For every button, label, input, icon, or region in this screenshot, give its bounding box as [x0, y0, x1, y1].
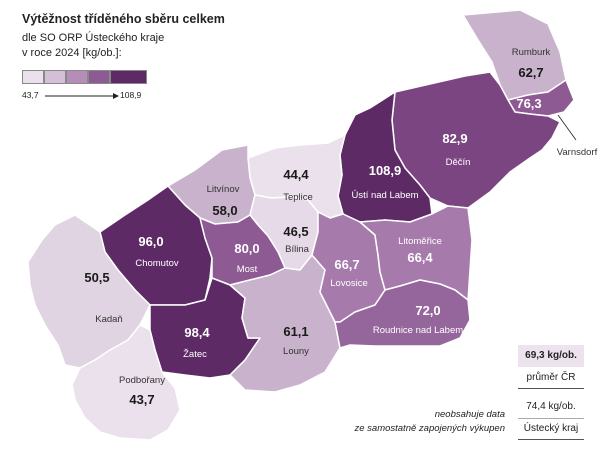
region-value-zatec: 98,4 [184, 325, 210, 340]
note-line-2: ze samostatně zapojených výkupen [354, 423, 505, 434]
legend-swatch [88, 70, 110, 84]
region-name-podborany: Podbořany [119, 375, 165, 386]
legend-arrow [45, 93, 119, 99]
cr-average-value: 69,3 kg/ob. [518, 345, 584, 367]
legend-max-label: 108,9 [120, 90, 142, 100]
region-value-litomerice: 66,4 [407, 250, 433, 265]
region-value-louny: 61,1 [283, 324, 308, 339]
region-louny[interactable] [229, 254, 341, 393]
legend-swatch [44, 70, 66, 84]
legend-swatch [110, 70, 147, 84]
varnsdorf-leader-line [557, 114, 577, 141]
kraj-average-value: 74,4 kg/ob. [518, 396, 584, 419]
region-name-lovosice: Lovosice [330, 278, 368, 289]
cr-average-label: průměr ČR [518, 368, 584, 389]
map-subtitle-year: v roce 2024 [kg/ob.]: [22, 47, 122, 59]
region-name-zatec: Žatec [183, 349, 207, 360]
legend-swatch [66, 70, 88, 84]
region-name-litvinov: Litvínov [207, 184, 240, 195]
region-name-kadan: Kadaň [95, 314, 122, 325]
region-value-podborany: 43,7 [129, 392, 154, 407]
region-value-bilina: 46,5 [283, 224, 308, 239]
region-roudnice[interactable] [334, 279, 471, 349]
region-value-most: 80,0 [234, 241, 259, 256]
region-value-decin: 82,9 [442, 131, 467, 146]
region-name-decin: Děčín [446, 157, 471, 168]
region-value-usti: 108,9 [369, 163, 402, 178]
kraj-average-label: Ústecký kraj [518, 419, 584, 440]
map-title: Výtěžnost tříděného sběru celkem [22, 12, 225, 26]
legend-swatch [22, 70, 44, 84]
region-name-varnsdorf: Varnsdorf [557, 147, 598, 158]
region-value-teplice: 44,4 [283, 167, 309, 182]
map-subtitle: dle SO ORP Ústeckého kraje [22, 32, 165, 44]
region-name-teplice: Teplice [283, 192, 313, 203]
region-name-chomutov: Chomutov [135, 258, 179, 269]
note-line-1: neobsahuje data [434, 409, 505, 420]
region-name-rumburk: Rumburk [512, 47, 551, 58]
region-value-kadan: 50,5 [84, 270, 109, 285]
region-name-litomerice: Litoměřice [398, 236, 442, 247]
legend-min-label: 43,7 [22, 90, 39, 100]
region-value-litvinov: 58,0 [212, 203, 237, 218]
region-value-rumburk: 62,7 [518, 65, 543, 80]
region-value-lovosice: 66,7 [334, 257, 359, 272]
region-value-roudnice: 72,0 [415, 303, 440, 318]
region-name-most: Most [237, 264, 258, 275]
region-name-bilina: Bílina [285, 244, 309, 255]
region-name-roudnice: Roudnice nad Labem [373, 325, 463, 336]
data-note: neobsahuje data ze samostatně zapojených… [330, 408, 505, 436]
region-value-chomutov: 96,0 [138, 234, 163, 249]
region-value-varnsdorf: 76,3 [516, 96, 541, 111]
region-name-louny: Louny [283, 346, 309, 357]
region-name-usti: Ústí nad Labem [351, 190, 418, 201]
region-podborany[interactable] [71, 324, 181, 441]
